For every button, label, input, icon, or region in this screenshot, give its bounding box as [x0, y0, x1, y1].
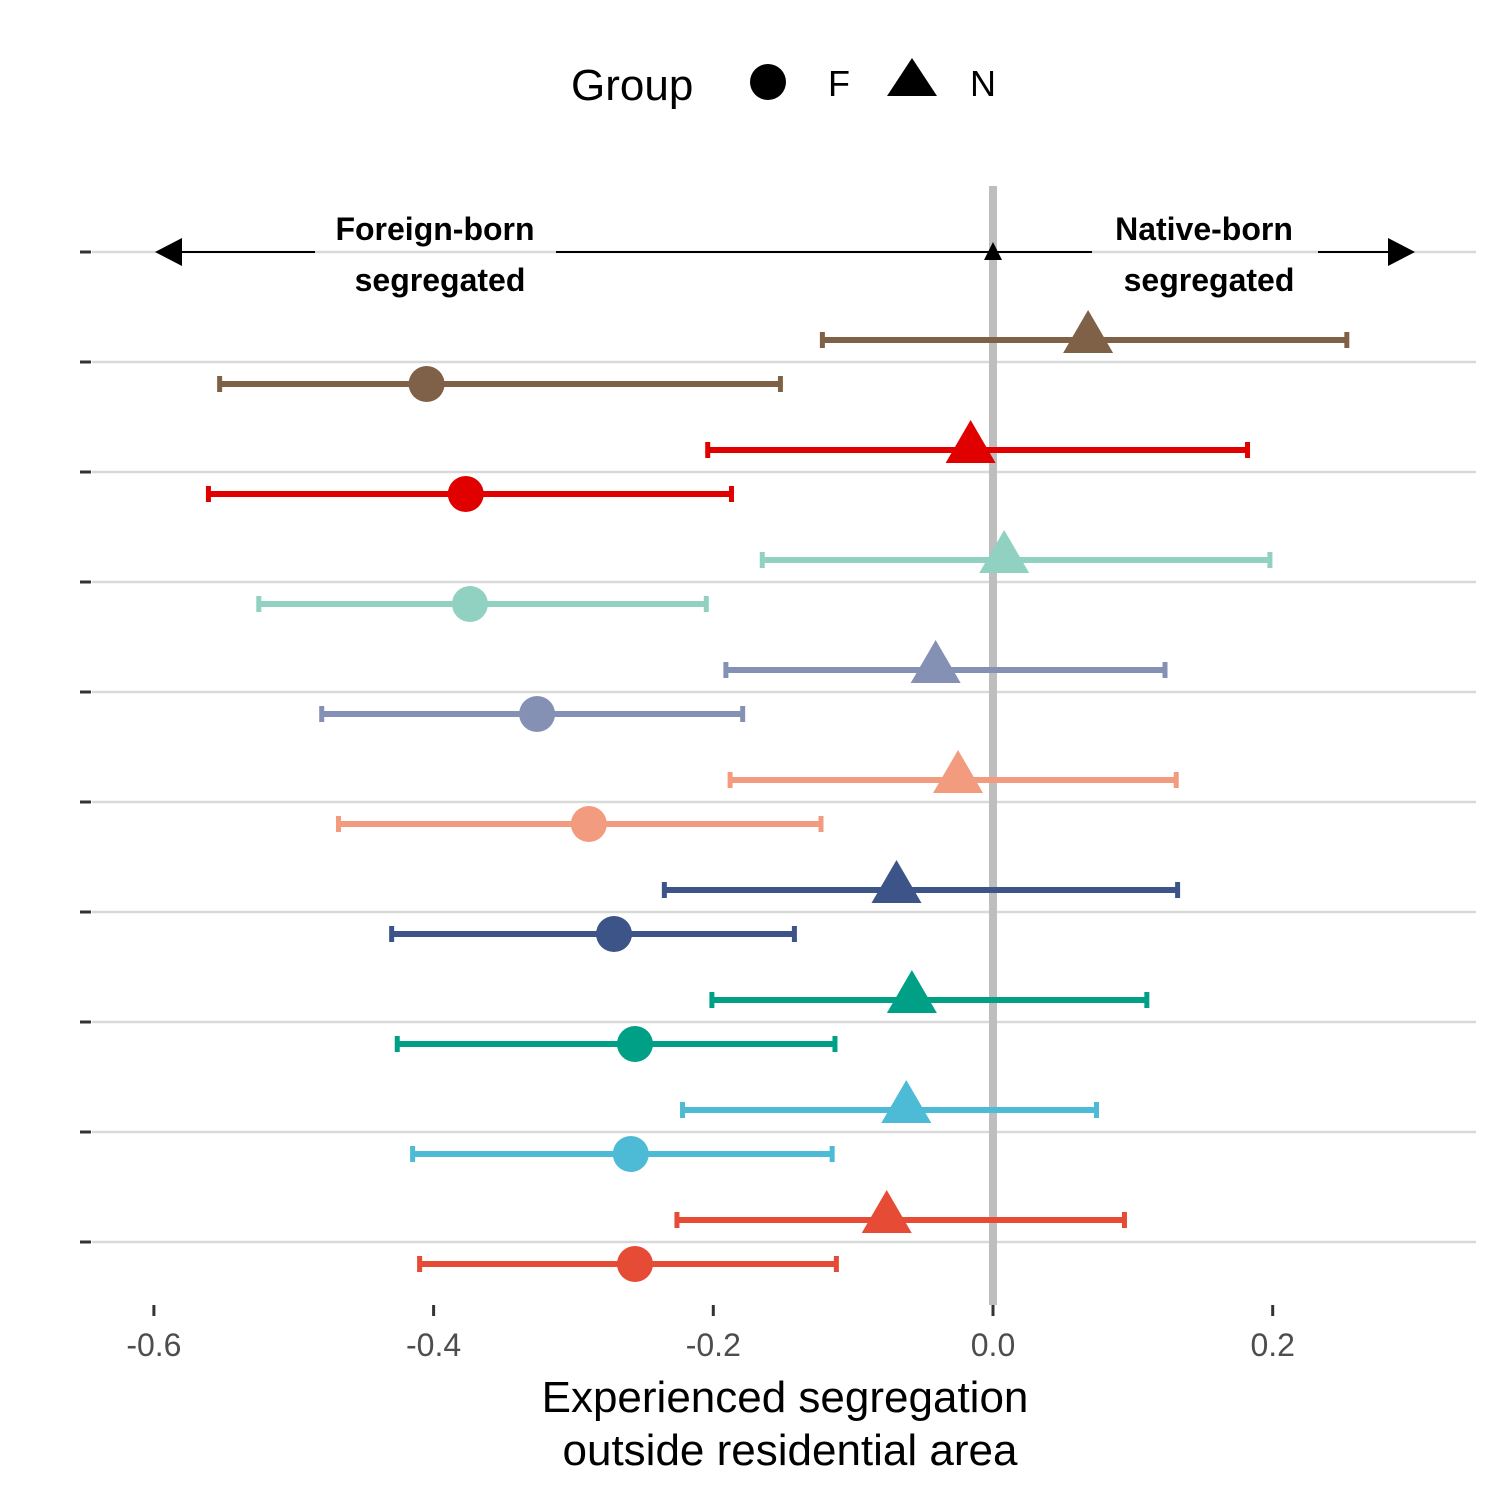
series-layer	[205, 310, 1350, 1282]
legend-label-n: N	[970, 63, 996, 104]
point-f-circle	[451, 586, 488, 622]
annotation-native-line2: segregated	[1124, 262, 1295, 298]
annotation-arrows: Foreign-born segregated Native-born segr…	[155, 211, 1415, 298]
point-n-triangle	[933, 750, 984, 793]
point-f-circle	[612, 1136, 649, 1172]
row-group	[336, 750, 1179, 842]
point-f-circle	[570, 806, 607, 842]
point-n-triangle	[886, 970, 937, 1013]
point-n-triangle	[871, 860, 922, 903]
legend-title: Group	[571, 61, 693, 110]
point-n-triangle	[881, 1080, 932, 1123]
point-f-circle	[519, 696, 556, 732]
row-group	[217, 310, 1350, 402]
row-group	[389, 860, 1181, 952]
annotation-foreign-line2: segregated	[355, 262, 526, 298]
annotation-native-line1: Native-born	[1115, 211, 1293, 247]
x-tick-label: -0.6	[126, 1327, 181, 1363]
row-group	[394, 970, 1150, 1062]
x-tick-label: 0.2	[1250, 1327, 1294, 1363]
point-n-triangle	[979, 530, 1030, 573]
annotation-foreign-line1: Foreign-born	[335, 211, 534, 247]
x-axis-ticks: -0.6 -0.4 -0.2 0.0 0.2	[126, 1305, 1295, 1363]
x-tick-label: -0.4	[406, 1327, 461, 1363]
point-n-triangle	[910, 640, 961, 683]
x-tick-label: -0.2	[686, 1327, 741, 1363]
gridlines	[80, 250, 1476, 1244]
right-arrowhead-icon	[1388, 238, 1415, 266]
row-group	[417, 1190, 1127, 1282]
legend: Group F N	[571, 58, 996, 110]
point-n-triangle	[861, 1190, 912, 1233]
point-n-triangle	[945, 420, 996, 463]
x-tick-label: 0.0	[971, 1327, 1015, 1363]
point-f-circle	[596, 916, 633, 952]
row-group	[256, 530, 1273, 622]
legend-label-f: F	[828, 63, 850, 104]
point-f-circle	[408, 366, 445, 402]
x-axis-title-line1: Experienced segregation	[542, 1373, 1029, 1422]
x-axis-title-line2: outside residential area	[563, 1426, 1018, 1475]
point-n-triangle	[1063, 310, 1114, 353]
legend-circle-icon	[750, 64, 786, 100]
point-f-circle	[616, 1246, 653, 1282]
left-arrowhead-icon	[155, 238, 182, 266]
legend-triangle-icon	[887, 58, 937, 96]
point-f-circle	[447, 476, 484, 512]
row-group	[205, 420, 1251, 512]
row-group	[410, 1080, 1099, 1172]
row-group	[319, 640, 1168, 732]
center-marker-icon	[984, 242, 1002, 260]
point-f-circle	[616, 1026, 653, 1062]
